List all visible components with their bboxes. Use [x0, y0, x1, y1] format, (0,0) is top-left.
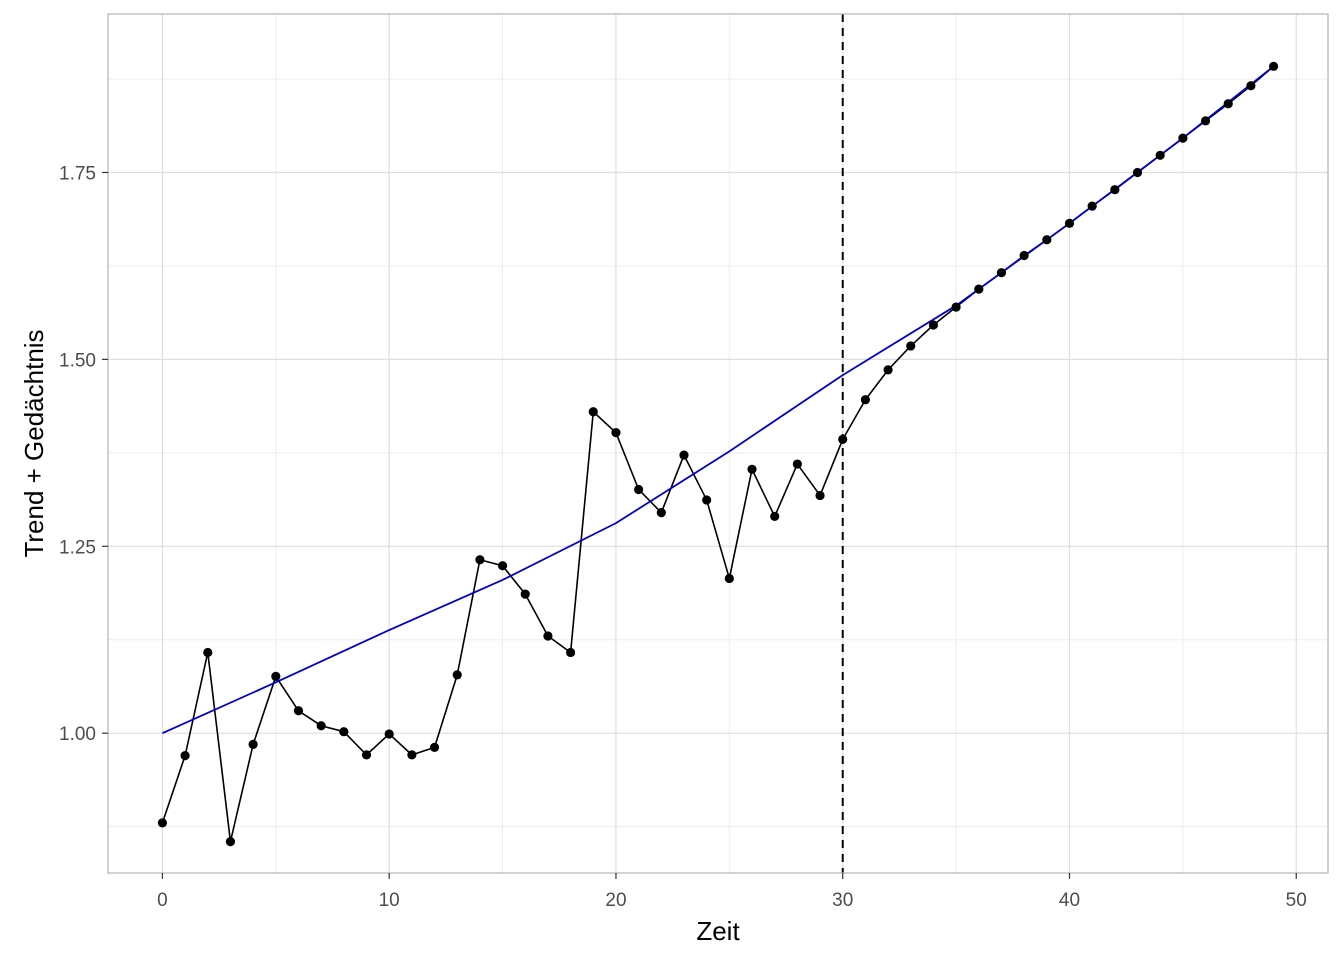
data-point [702, 495, 712, 505]
data-point [339, 727, 349, 737]
trend-line [162, 65, 1275, 735]
x-axis-title: Zeit [696, 916, 740, 946]
data-point [1268, 61, 1279, 71]
data-point [1019, 250, 1029, 261]
x-tick-label: 10 [379, 890, 400, 911]
y-axis-title: Trend + Gedächtnis [19, 329, 49, 557]
y-tick-label: 1.00 [59, 724, 96, 745]
data-point [1042, 235, 1052, 245]
data-point [271, 671, 281, 681]
y-tick-label: 1.75 [59, 163, 96, 184]
data-point [361, 750, 372, 760]
panel-border [107, 13, 1329, 874]
data-point [747, 464, 757, 474]
x-axis-tick-labels: 0 10 20 30 40 50 [157, 890, 1307, 911]
y-axis-tick-labels: 1.00 1.25 1.50 1.75 [59, 163, 96, 745]
major-gridlines [108, 14, 1328, 873]
data-point [293, 706, 304, 716]
data-point [860, 395, 870, 405]
data-point [1087, 201, 1097, 211]
data-point [974, 284, 984, 294]
data-point [520, 589, 530, 599]
data-point [203, 647, 213, 658]
data-point [928, 320, 939, 330]
data-point [906, 341, 916, 351]
data-point [1132, 167, 1143, 178]
data-point [838, 434, 848, 444]
data-point [225, 837, 236, 847]
data-point [248, 739, 258, 750]
data-point [475, 555, 485, 565]
data-point [996, 268, 1007, 278]
data-point [1064, 218, 1075, 228]
x-tick-label: 40 [1059, 890, 1080, 911]
y-tick-label: 1.25 [59, 537, 96, 558]
data-point [543, 631, 553, 641]
observed-line [161, 65, 1275, 843]
data-point [497, 561, 508, 571]
x-tick-label: 20 [605, 890, 626, 911]
data-point [429, 742, 440, 753]
data-point [770, 511, 780, 521]
minor-gridlines [108, 14, 1328, 873]
x-tick-label: 30 [832, 890, 853, 911]
x-tick-label: 0 [157, 890, 168, 911]
data-point [1246, 81, 1256, 91]
data-point [1110, 185, 1120, 195]
data-point [1223, 99, 1233, 109]
axis-ticks [102, 171, 1297, 879]
data-point [883, 365, 893, 375]
x-tick-label: 50 [1286, 890, 1307, 911]
data-point [384, 729, 394, 739]
data-point [452, 670, 462, 680]
series-layer [157, 61, 1279, 847]
data-point [1200, 116, 1211, 126]
data-point [724, 573, 734, 584]
data-point [792, 459, 802, 469]
data-point [815, 490, 825, 501]
data-point [407, 750, 417, 760]
y-tick-label: 1.50 [59, 350, 96, 371]
data-point [1178, 133, 1188, 143]
data-point [611, 428, 621, 438]
data-point [566, 647, 576, 658]
data-point [951, 302, 961, 312]
data-point [656, 508, 666, 518]
data-point [316, 721, 326, 731]
data-point [1155, 150, 1165, 160]
data-point [679, 450, 689, 460]
data-point [157, 818, 168, 828]
data-point [180, 751, 190, 761]
data-point [588, 407, 598, 417]
data-point [634, 484, 644, 495]
